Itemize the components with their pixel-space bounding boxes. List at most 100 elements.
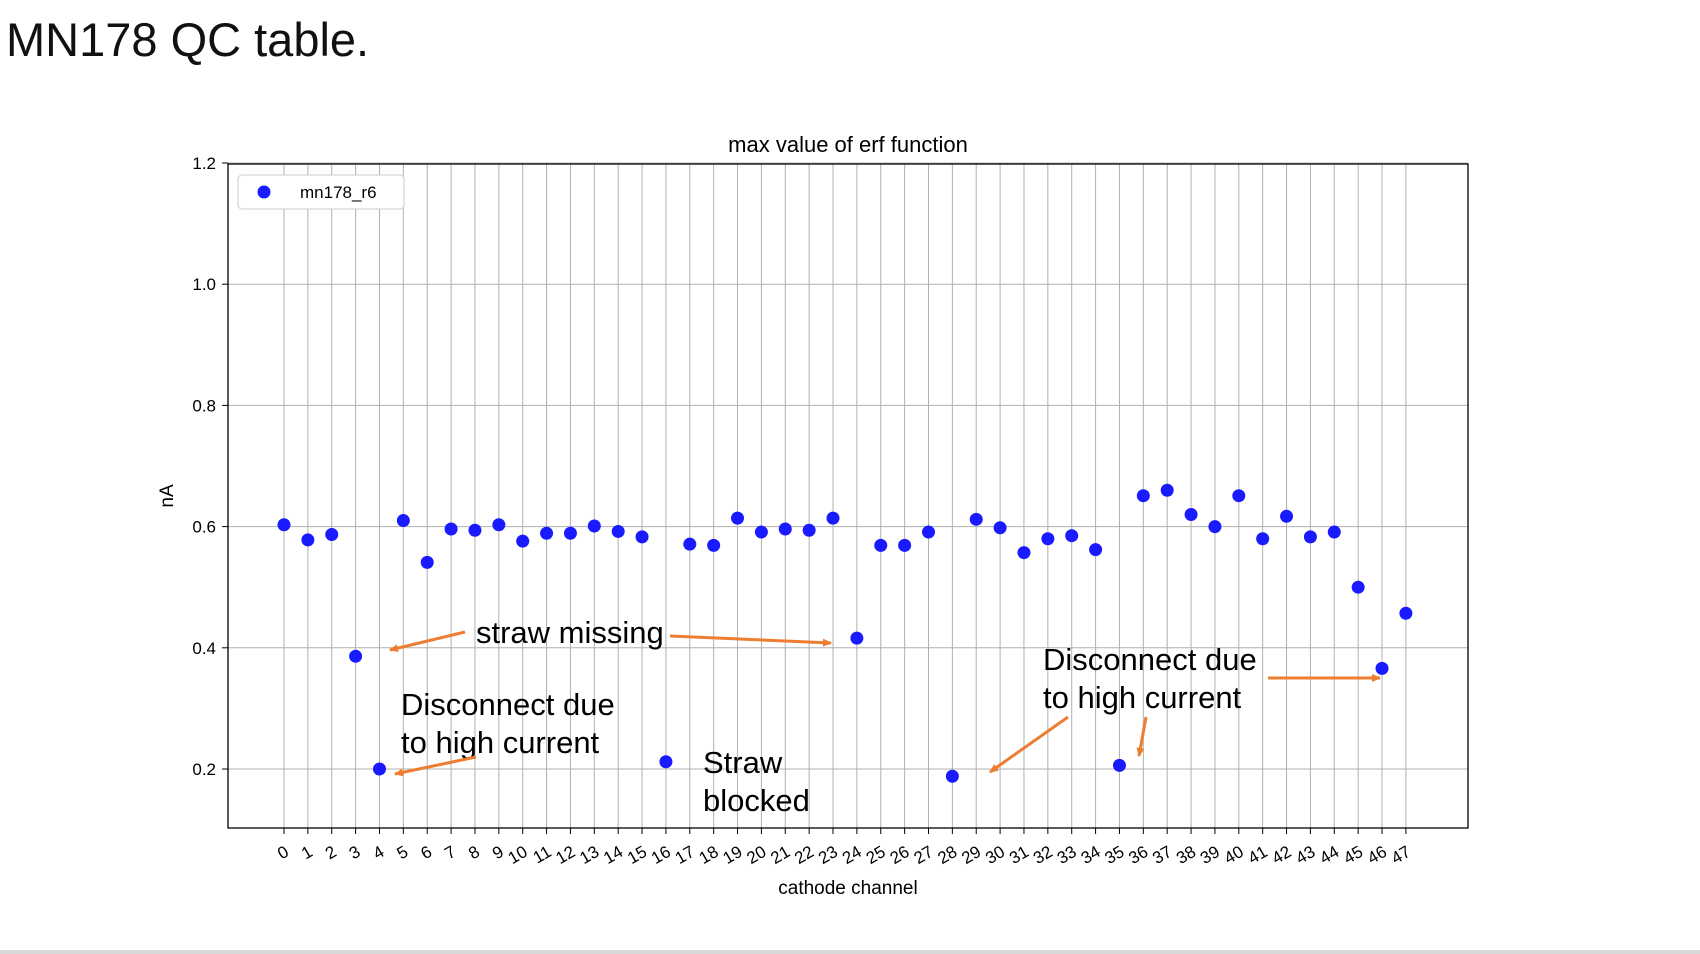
data-point bbox=[563, 526, 577, 540]
x-tick-label: 34 bbox=[1078, 842, 1104, 868]
data-point bbox=[1041, 532, 1055, 546]
annotation-text: Straw blocked bbox=[703, 745, 810, 818]
x-tick-label: 15 bbox=[624, 842, 650, 868]
data-point bbox=[969, 512, 983, 526]
data-point bbox=[850, 631, 864, 645]
data-point bbox=[993, 521, 1007, 535]
x-tick-label: 14 bbox=[600, 842, 626, 868]
x-tick-label: 18 bbox=[696, 842, 722, 868]
x-tick-label: 39 bbox=[1197, 842, 1223, 868]
y-tick-label: 0.4 bbox=[192, 639, 216, 658]
data-point bbox=[898, 538, 912, 552]
data-point bbox=[396, 514, 410, 528]
x-tick-label: 46 bbox=[1364, 842, 1390, 868]
annotation-arrow bbox=[669, 634, 832, 647]
data-point bbox=[1208, 520, 1222, 534]
y-axis: 0.2 0.4 0.6 0.8 1.0 1.2 bbox=[192, 154, 228, 779]
data-point bbox=[1327, 525, 1341, 539]
x-tick-label: 3 bbox=[346, 842, 364, 863]
annotation-arrow bbox=[389, 630, 466, 653]
slide-divider bbox=[0, 950, 1700, 954]
data-point bbox=[874, 538, 888, 552]
annotation-arrow bbox=[989, 715, 1069, 774]
annotation-line: Disconnect due bbox=[401, 687, 615, 722]
x-tick-label: 11 bbox=[530, 842, 555, 867]
legend: mn178_r6 bbox=[237, 174, 405, 210]
data-point bbox=[468, 523, 482, 537]
data-point bbox=[1232, 489, 1246, 503]
x-tick-label: 40 bbox=[1221, 842, 1247, 868]
x-tick-label: 13 bbox=[576, 842, 602, 868]
annotation-text: straw missing bbox=[476, 615, 664, 650]
x-tick-label: 27 bbox=[911, 842, 937, 868]
x-tick-label: 38 bbox=[1173, 842, 1199, 868]
x-tick-label: 32 bbox=[1030, 842, 1056, 868]
data-point bbox=[611, 524, 625, 538]
x-tick-label: 33 bbox=[1054, 842, 1080, 868]
annotation-line: Disconnect due bbox=[1043, 642, 1257, 677]
data-point bbox=[707, 538, 721, 552]
x-tick-label: 1 bbox=[298, 842, 316, 863]
data-point bbox=[1136, 489, 1150, 503]
x-tick-label: 5 bbox=[394, 842, 412, 863]
data-point bbox=[1089, 543, 1103, 557]
data-point bbox=[516, 534, 530, 548]
data-point bbox=[444, 522, 458, 536]
x-tick-label: 16 bbox=[648, 842, 674, 868]
x-tick-label: 36 bbox=[1125, 842, 1151, 868]
x-tick-label: 42 bbox=[1269, 842, 1295, 868]
x-tick-label: 25 bbox=[863, 842, 889, 868]
data-point bbox=[731, 511, 745, 525]
x-tick-label: 41 bbox=[1245, 842, 1271, 868]
y-tick-label: 0.8 bbox=[192, 396, 216, 415]
x-tick-label: 0 bbox=[274, 842, 292, 863]
x-tick-label: 35 bbox=[1102, 842, 1128, 868]
data-point bbox=[1256, 532, 1270, 546]
annotation-line: Straw bbox=[703, 745, 783, 780]
x-tick-label: 19 bbox=[720, 842, 746, 868]
x-tick-label: 28 bbox=[934, 842, 960, 868]
annotation-arrow bbox=[394, 755, 477, 777]
x-tick-label: 24 bbox=[839, 842, 865, 868]
data-point bbox=[420, 555, 434, 569]
y-tick-label: 1.2 bbox=[192, 154, 216, 173]
x-tick-label: 7 bbox=[441, 842, 459, 863]
x-tick-label: 10 bbox=[505, 842, 531, 868]
data-point bbox=[540, 526, 554, 540]
data-point bbox=[1303, 530, 1317, 544]
annotation-text: Disconnect due to high current bbox=[401, 687, 615, 760]
data-point bbox=[301, 533, 315, 547]
y-tick-label: 0.6 bbox=[192, 518, 216, 537]
x-tick-label: 44 bbox=[1316, 842, 1342, 868]
data-point bbox=[1017, 546, 1031, 560]
annotation-line: blocked bbox=[703, 783, 810, 818]
y-axis-label: nA bbox=[157, 484, 178, 508]
x-tick-label: 26 bbox=[887, 842, 913, 868]
data-point bbox=[1375, 661, 1389, 675]
chart-title: max value of erf function bbox=[728, 132, 968, 157]
data-point bbox=[1184, 507, 1198, 521]
x-tick-label: 31 bbox=[1006, 842, 1032, 868]
x-tick-label: 2 bbox=[322, 842, 340, 863]
x-tick-label: 17 bbox=[672, 842, 698, 868]
x-tick-label: 43 bbox=[1293, 842, 1319, 868]
x-tick-label: 37 bbox=[1149, 842, 1175, 868]
data-point bbox=[1112, 758, 1126, 772]
x-axis-label: cathode channel bbox=[778, 878, 917, 899]
data-point bbox=[659, 755, 673, 769]
annotation-text: Disconnect due to high current bbox=[1043, 642, 1257, 715]
series-points bbox=[277, 483, 1413, 783]
annotation-line: straw missing bbox=[476, 615, 664, 650]
x-tick-label: 12 bbox=[553, 842, 579, 868]
data-point bbox=[945, 769, 959, 783]
annotation-line: to high current bbox=[401, 725, 600, 760]
legend-marker bbox=[257, 185, 271, 199]
grid bbox=[228, 162, 1468, 828]
x-tick-label: 6 bbox=[418, 842, 436, 863]
annotation-arrow bbox=[1136, 716, 1148, 757]
data-point bbox=[635, 530, 649, 544]
data-point bbox=[1399, 606, 1413, 620]
data-point bbox=[349, 649, 363, 663]
